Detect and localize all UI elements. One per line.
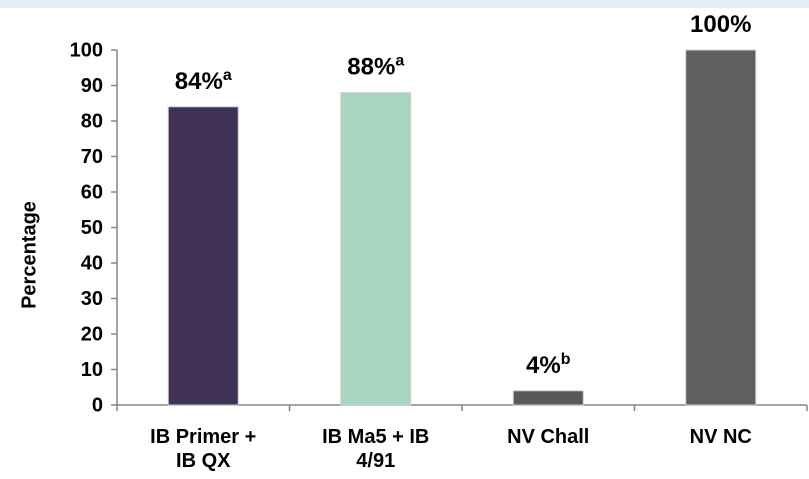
value-label: 4%b [526, 351, 571, 379]
y-tick-label: 80 [81, 110, 103, 132]
y-tick-label: 100 [70, 39, 103, 61]
y-tick-label: 70 [81, 146, 103, 168]
bar [512, 390, 584, 406]
bar [685, 49, 757, 406]
value-label-text: 84% [175, 68, 223, 95]
x-tick-label: NV NC [689, 426, 752, 448]
y-axis-label: Percentage [18, 201, 40, 309]
value-label: 100% [690, 11, 751, 38]
value-label-text: 4% [526, 352, 561, 379]
y-tick-label: 50 [81, 217, 103, 239]
y-tick-label: 20 [81, 323, 103, 345]
bar [340, 92, 412, 406]
y-tick-label: 60 [81, 181, 103, 203]
x-tick-label: IB Primer + IB QX [150, 426, 257, 472]
value-label-superscript: a [223, 67, 232, 84]
y-tick-label: 30 [81, 288, 103, 310]
y-tick-label: 90 [81, 75, 103, 97]
top-strip [0, 0, 809, 8]
y-tick-label: 0 [92, 394, 103, 416]
value-label-superscript: b [561, 351, 571, 368]
y-tick-label: 40 [81, 252, 103, 274]
x-tick-label: IB Ma5 + IB 4/91 [322, 426, 430, 472]
value-label-text: 88% [347, 54, 395, 81]
bar [167, 106, 239, 406]
value-label-superscript: a [395, 53, 404, 70]
x-tick-label: NV Chall [507, 426, 590, 448]
value-label-text: 100% [690, 11, 751, 38]
value-label: 84%a [175, 67, 232, 95]
value-label: 88%a [347, 53, 404, 81]
y-tick-label: 10 [81, 359, 103, 381]
